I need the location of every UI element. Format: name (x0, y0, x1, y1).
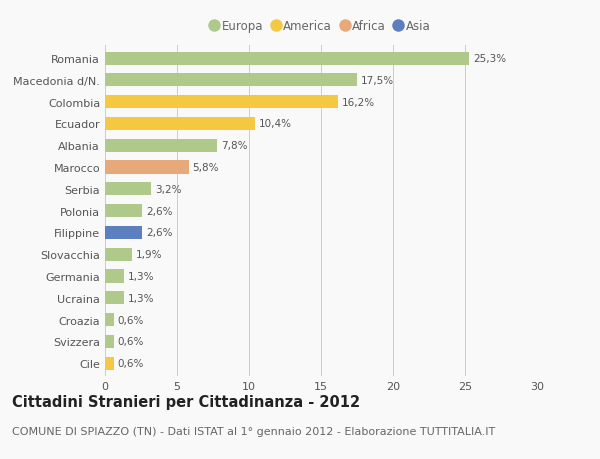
Bar (105, 226, 142, 240)
Text: 1,3%: 1,3% (127, 271, 154, 281)
Text: 0,6%: 0,6% (117, 336, 143, 347)
Bar (105, 270, 124, 283)
Legend: Europa, America, Africa, Asia: Europa, America, Africa, Asia (211, 21, 431, 34)
Text: 16,2%: 16,2% (342, 97, 375, 107)
Text: 25,3%: 25,3% (473, 54, 506, 64)
Text: 0,6%: 0,6% (117, 358, 143, 368)
Bar (105, 357, 113, 370)
Bar (105, 205, 142, 218)
Text: 5,8%: 5,8% (192, 162, 218, 173)
Bar (105, 183, 151, 196)
Text: 7,8%: 7,8% (221, 141, 247, 151)
Text: 3,2%: 3,2% (155, 185, 181, 195)
Bar (105, 96, 338, 109)
Text: 0,6%: 0,6% (117, 315, 143, 325)
Text: 2,6%: 2,6% (146, 228, 173, 238)
Bar (105, 335, 113, 348)
Text: 10,4%: 10,4% (259, 119, 292, 129)
Bar (105, 313, 113, 326)
Text: Cittadini Stranieri per Cittadinanza - 2012: Cittadini Stranieri per Cittadinanza - 2… (12, 394, 360, 409)
Bar (105, 161, 188, 174)
Text: 1,3%: 1,3% (127, 293, 154, 303)
Bar (105, 118, 255, 131)
Bar (105, 291, 124, 305)
Text: 1,9%: 1,9% (136, 250, 163, 260)
Bar (105, 248, 133, 261)
Bar (105, 52, 469, 66)
Bar (105, 140, 217, 152)
Bar (105, 74, 357, 87)
Text: 2,6%: 2,6% (146, 206, 173, 216)
Text: 17,5%: 17,5% (361, 76, 394, 86)
Text: COMUNE DI SPIAZZO (TN) - Dati ISTAT al 1° gennaio 2012 - Elaborazione TUTTITALIA: COMUNE DI SPIAZZO (TN) - Dati ISTAT al 1… (12, 426, 495, 436)
